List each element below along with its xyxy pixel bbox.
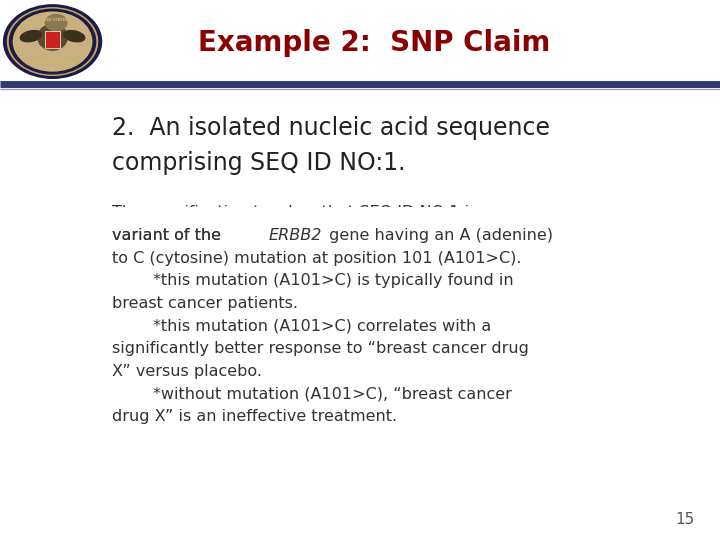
- Circle shape: [9, 9, 96, 74]
- Text: comprising SEQ ID NO:1.: comprising SEQ ID NO:1.: [112, 151, 405, 175]
- Circle shape: [45, 15, 67, 31]
- Circle shape: [14, 12, 91, 71]
- Text: gene having an A (adenine): gene having an A (adenine): [324, 228, 553, 243]
- Text: variant of the: variant of the: [112, 228, 226, 243]
- Text: *this mutation (A101>C) correlates with a: *this mutation (A101>C) correlates with …: [112, 319, 491, 334]
- Text: breast cancer patients.: breast cancer patients.: [112, 296, 297, 311]
- Text: variant of the: variant of the: [112, 228, 226, 243]
- Ellipse shape: [20, 31, 42, 42]
- Circle shape: [4, 5, 102, 78]
- Text: UNITED STATES: UNITED STATES: [37, 17, 68, 22]
- Text: *this mutation (A101>C) is typically found in: *this mutation (A101>C) is typically fou…: [112, 273, 513, 288]
- Text: to C (cytosine) mutation at position 101 (A101>C).: to C (cytosine) mutation at position 101…: [112, 251, 521, 266]
- Text: significantly better response to “breast cancer drug: significantly better response to “breast…: [112, 341, 528, 356]
- Circle shape: [14, 13, 91, 70]
- Text: 15: 15: [675, 511, 695, 526]
- FancyBboxPatch shape: [112, 207, 702, 228]
- FancyBboxPatch shape: [45, 31, 60, 48]
- Text: DEPARTMENT OF COMMERCE: DEPARTMENT OF COMMERCE: [30, 61, 75, 65]
- Text: 2.  An isolated nucleic acid sequence: 2. An isolated nucleic acid sequence: [112, 116, 549, 140]
- Ellipse shape: [38, 24, 67, 50]
- Text: ERBB2: ERBB2: [269, 228, 322, 243]
- Text: drug X” is an ineffective treatment.: drug X” is an ineffective treatment.: [112, 409, 397, 424]
- Ellipse shape: [63, 31, 85, 42]
- Text: X” versus placebo.: X” versus placebo.: [112, 364, 261, 379]
- Text: Example 2:  SNP Claim: Example 2: SNP Claim: [198, 29, 551, 57]
- Circle shape: [7, 8, 98, 76]
- Text: The specification teaches that SEQ ID NO:1 is a: The specification teaches that SEQ ID NO…: [112, 205, 492, 220]
- Text: *without mutation (A101>C), “breast cancer: *without mutation (A101>C), “breast canc…: [112, 387, 511, 402]
